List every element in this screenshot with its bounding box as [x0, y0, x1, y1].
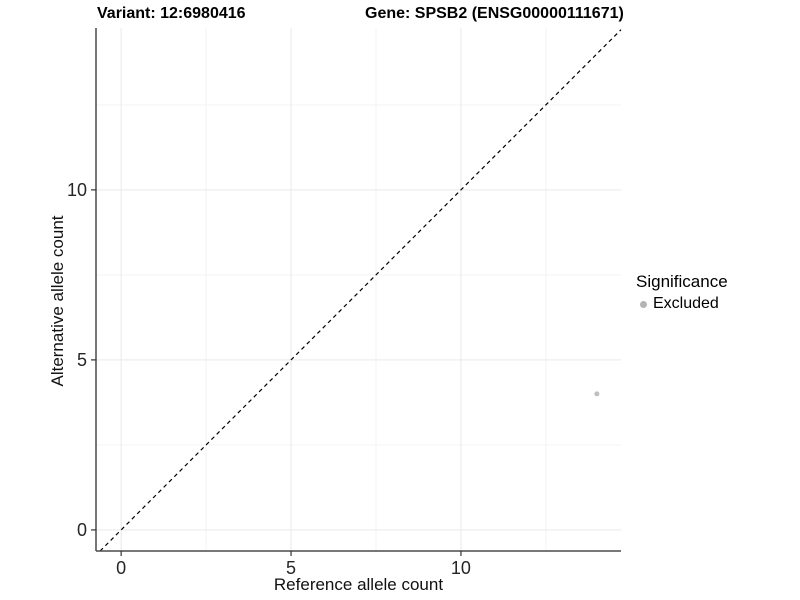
plot-title-variant: Variant: 12:6980416	[97, 5, 246, 22]
y-tick-label: 0	[76, 519, 87, 540]
y-tick-label: 5	[76, 349, 87, 370]
legend-point-icon	[640, 300, 647, 308]
x-tick-label: 5	[286, 558, 297, 578]
data-point	[594, 391, 600, 397]
y-axis-title: Alternative allele count	[48, 215, 67, 387]
x-tick-label: 0	[116, 558, 127, 578]
legend: Significance Excluded	[636, 272, 728, 313]
legend-title: Significance	[636, 272, 728, 291]
x-axis-title: Reference allele count	[273, 575, 444, 594]
legend-label: Excluded	[653, 295, 719, 312]
x-tick-label: 10	[450, 558, 471, 578]
legend-item: Excluded	[636, 295, 728, 313]
legend-items: Excluded	[636, 295, 728, 313]
plot-title-gene: Gene: SPSB2 (ENSG00000111671)	[365, 5, 624, 22]
identity-line	[99, 29, 622, 552]
y-tick-label: 10	[66, 179, 87, 200]
